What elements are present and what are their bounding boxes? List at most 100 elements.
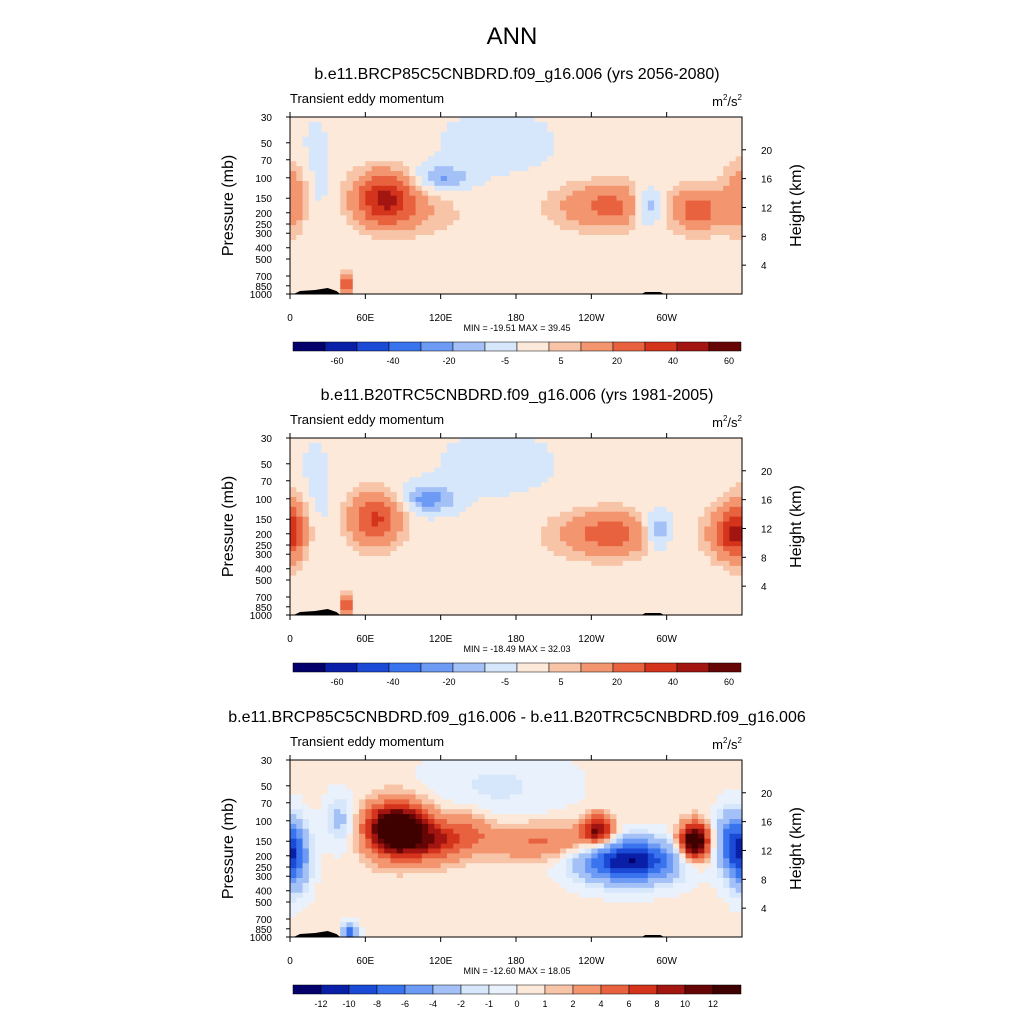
contour-cell bbox=[685, 269, 693, 275]
contour-cell bbox=[359, 185, 366, 192]
contour-cell bbox=[534, 531, 542, 537]
contour-cell bbox=[440, 526, 448, 533]
contour-cell bbox=[490, 254, 498, 261]
contour-cell bbox=[308, 575, 316, 582]
contour-cell bbox=[352, 230, 360, 236]
contour-cell bbox=[672, 575, 680, 582]
contour-cell bbox=[421, 580, 429, 587]
contour-cell bbox=[446, 580, 454, 587]
contour-cell bbox=[415, 462, 423, 469]
contour-cell bbox=[572, 239, 580, 246]
colorbar-label: 5 bbox=[558, 356, 563, 366]
contour-cell bbox=[302, 195, 310, 202]
contour-cell bbox=[440, 126, 448, 133]
contour-cell bbox=[735, 492, 743, 498]
contour-cell bbox=[428, 521, 435, 528]
contour-cell bbox=[654, 492, 661, 498]
contour-cell bbox=[428, 161, 435, 167]
contour-cell bbox=[528, 575, 536, 582]
contour-cell bbox=[641, 205, 649, 212]
contour-cell bbox=[503, 171, 511, 177]
contour-cell bbox=[566, 580, 574, 587]
contour-cell bbox=[365, 497, 373, 503]
contour-cell bbox=[522, 585, 530, 592]
contour-cell bbox=[415, 225, 423, 231]
contour-cell bbox=[465, 146, 473, 153]
contour-cell bbox=[603, 526, 611, 533]
contour-cell bbox=[478, 220, 486, 226]
contour-cell bbox=[465, 541, 473, 547]
contour-cell bbox=[716, 546, 724, 552]
contour-cell bbox=[365, 452, 373, 459]
contour-cell bbox=[315, 279, 322, 285]
contour-cell bbox=[440, 131, 448, 138]
contour-cell bbox=[528, 279, 536, 285]
contour-cell bbox=[610, 472, 618, 478]
contour-cell bbox=[666, 215, 674, 221]
contour-cell bbox=[459, 136, 467, 143]
contour-cell bbox=[522, 161, 530, 167]
contour-cell bbox=[516, 117, 523, 123]
contour-cell bbox=[704, 249, 712, 256]
contour-cell bbox=[585, 117, 592, 123]
contour-cell bbox=[672, 151, 680, 157]
contour-cell bbox=[459, 526, 467, 533]
contour-cell bbox=[478, 531, 486, 537]
contour-cell bbox=[522, 487, 530, 493]
contour-cell bbox=[321, 570, 329, 577]
contour-cell bbox=[465, 442, 473, 449]
contour-cell bbox=[352, 521, 360, 528]
contour-cell bbox=[421, 565, 429, 572]
contour-cell bbox=[597, 565, 605, 572]
contour-cell bbox=[446, 269, 454, 275]
contour-cell bbox=[290, 457, 297, 464]
contour-cell bbox=[415, 131, 423, 138]
contour-cell bbox=[616, 457, 624, 464]
contour-cell bbox=[654, 551, 661, 557]
contour-cell bbox=[666, 447, 674, 454]
contour-cell bbox=[585, 521, 592, 528]
contour-cell bbox=[390, 146, 398, 153]
contour-cell bbox=[629, 556, 636, 562]
contour-cell bbox=[660, 526, 668, 533]
contour-cell bbox=[629, 200, 636, 207]
contour-cell bbox=[308, 590, 316, 596]
contour-cell bbox=[428, 195, 435, 202]
contour-cell bbox=[585, 225, 592, 231]
contour-cell bbox=[352, 585, 360, 592]
contour-cell bbox=[509, 176, 517, 182]
contour-cell bbox=[723, 521, 731, 528]
contour-cell bbox=[547, 161, 555, 167]
contour-cell bbox=[365, 185, 373, 192]
contour-cell bbox=[371, 541, 379, 547]
contour-cell bbox=[578, 467, 586, 474]
contour-cell bbox=[403, 516, 410, 523]
contour-cell bbox=[723, 200, 731, 207]
contour-cell bbox=[459, 570, 467, 577]
contour-cell bbox=[735, 200, 743, 207]
contour-cell bbox=[585, 279, 592, 285]
contour-cell bbox=[672, 136, 680, 143]
contour-cell bbox=[346, 477, 354, 483]
contour-cell bbox=[478, 121, 486, 128]
contour-cell bbox=[685, 497, 693, 503]
contour-cell bbox=[666, 131, 674, 138]
contour-cell bbox=[453, 511, 461, 518]
contour-cell bbox=[409, 575, 417, 582]
contour-cell bbox=[509, 482, 517, 488]
contour-cell bbox=[716, 556, 724, 562]
contour-cell bbox=[559, 457, 567, 464]
contour-cell bbox=[566, 269, 574, 275]
contour-cell bbox=[497, 541, 505, 547]
contour-cell bbox=[403, 551, 410, 557]
contour-cell bbox=[302, 457, 310, 464]
contour-cell bbox=[597, 235, 605, 241]
contour-cell bbox=[440, 249, 448, 256]
contour-cell bbox=[591, 477, 599, 483]
contour-cell bbox=[359, 438, 366, 444]
contour-cell bbox=[522, 259, 530, 266]
contour-cell bbox=[629, 570, 636, 577]
contour-cell bbox=[465, 220, 473, 226]
contour-cell bbox=[585, 560, 592, 567]
contour-cell bbox=[660, 447, 668, 454]
